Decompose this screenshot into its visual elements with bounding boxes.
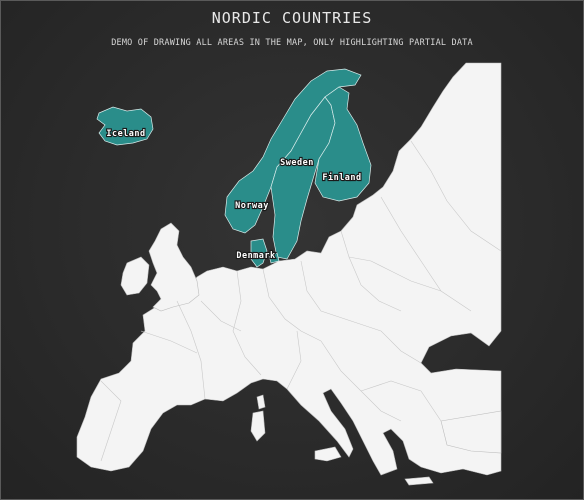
region-turkey[interactable] xyxy=(440,410,502,454)
country-iceland[interactable] xyxy=(96,106,154,146)
chart-title: NORDIC COUNTRIES xyxy=(211,9,373,27)
country-denmark-islands[interactable] xyxy=(268,252,280,264)
region-corsica[interactable] xyxy=(256,394,266,410)
region-sicily[interactable] xyxy=(314,446,342,462)
label-sweden: Sweden xyxy=(280,158,314,168)
region-great-britain[interactable] xyxy=(148,222,200,312)
label-denmark: Denmark xyxy=(236,251,275,261)
country-finland[interactable] xyxy=(314,86,372,202)
country-denmark[interactable] xyxy=(250,238,268,268)
chart-subtitle: DEMO OF DRAWING ALL AREAS IN THE MAP, ON… xyxy=(111,38,473,48)
region-crete[interactable] xyxy=(404,476,434,486)
region-ireland[interactable] xyxy=(120,256,150,296)
region-sardinia[interactable] xyxy=(250,410,266,442)
label-iceland: Iceland xyxy=(106,129,145,139)
label-finland: Finland xyxy=(322,172,361,183)
region-continental-europe[interactable] xyxy=(76,62,502,476)
country-borders xyxy=(100,140,502,462)
country-sweden[interactable] xyxy=(270,96,336,260)
label-norway: Norway xyxy=(235,201,269,211)
